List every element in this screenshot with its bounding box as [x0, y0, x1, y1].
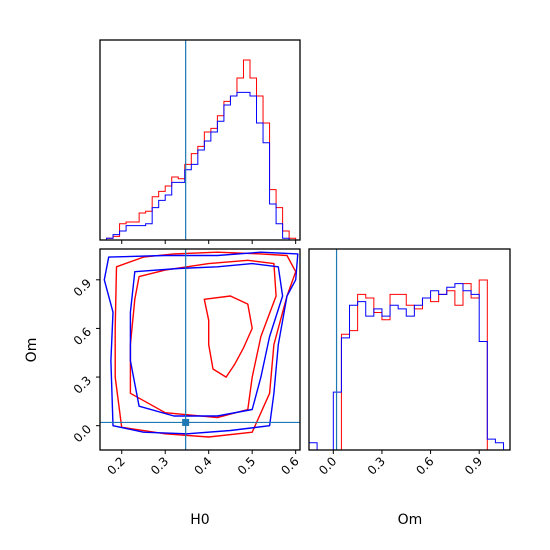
contour-panel: 0.2 0.3 0.4 0.5 0.6 0.0 0.3 0.6 0.9 H0 Om — [24, 248, 302, 528]
om-histogram-x-ticks: 0.0 0.3 0.6 0.9 — [316, 450, 485, 478]
contour-x-tick-label: 0.3 — [148, 454, 171, 477]
h0-histogram-ticks — [121, 240, 297, 244]
om-histogram-series-blue — [308, 283, 505, 451]
contour-y-tick-label: 0.9 — [71, 276, 94, 299]
om-histogram-panel: 0.0 0.3 0.6 0.9 Om — [308, 248, 511, 528]
y-axis-label-om: Om — [24, 338, 40, 363]
contour-x-tick-label: 0.5 — [235, 454, 258, 477]
contour-level-red-2 — [129, 259, 277, 419]
contour-x-tick-label: 0.4 — [191, 454, 214, 477]
om-x-tick-label: 0.9 — [462, 454, 485, 477]
contour-x-tick-label: 0.6 — [278, 454, 301, 477]
contour-x-tick-label: 0.2 — [104, 454, 127, 477]
h0-histogram-series-red — [100, 59, 297, 241]
h0-histogram-panel — [99, 39, 301, 244]
contour-truth-marker — [182, 418, 190, 426]
contour-frame — [99, 248, 301, 451]
om-histogram-frame — [308, 248, 511, 451]
contour-y-tick-label: 0.0 — [71, 422, 94, 445]
contour-level-red-1 — [114, 251, 297, 438]
om-x-tick-label: 0.0 — [316, 454, 339, 477]
h0-histogram-series-blue — [100, 91, 296, 241]
om-histogram-series-red — [309, 279, 504, 451]
contour-series-group — [103, 251, 299, 438]
x-axis-label-h0: H0 — [190, 512, 209, 528]
x-axis-label-om: Om — [398, 512, 423, 528]
contour-level-red-3 — [203, 295, 253, 378]
om-x-tick-label: 0.6 — [413, 454, 436, 477]
contour-y-ticks: 0.0 0.3 0.6 0.9 — [71, 276, 100, 445]
h0-histogram-frame — [99, 39, 301, 241]
om-histogram-series-group — [308, 279, 505, 451]
contour-level-blue-2 — [129, 262, 284, 417]
contour-x-ticks: 0.2 0.3 0.4 0.5 0.6 — [104, 450, 302, 478]
contour-level-blue-1 — [103, 251, 299, 435]
h0-histogram-series-group — [100, 59, 297, 241]
contour-y-tick-label: 0.6 — [71, 325, 94, 348]
contour-y-tick-label: 0.3 — [71, 373, 94, 396]
om-x-tick-label: 0.3 — [365, 454, 388, 477]
